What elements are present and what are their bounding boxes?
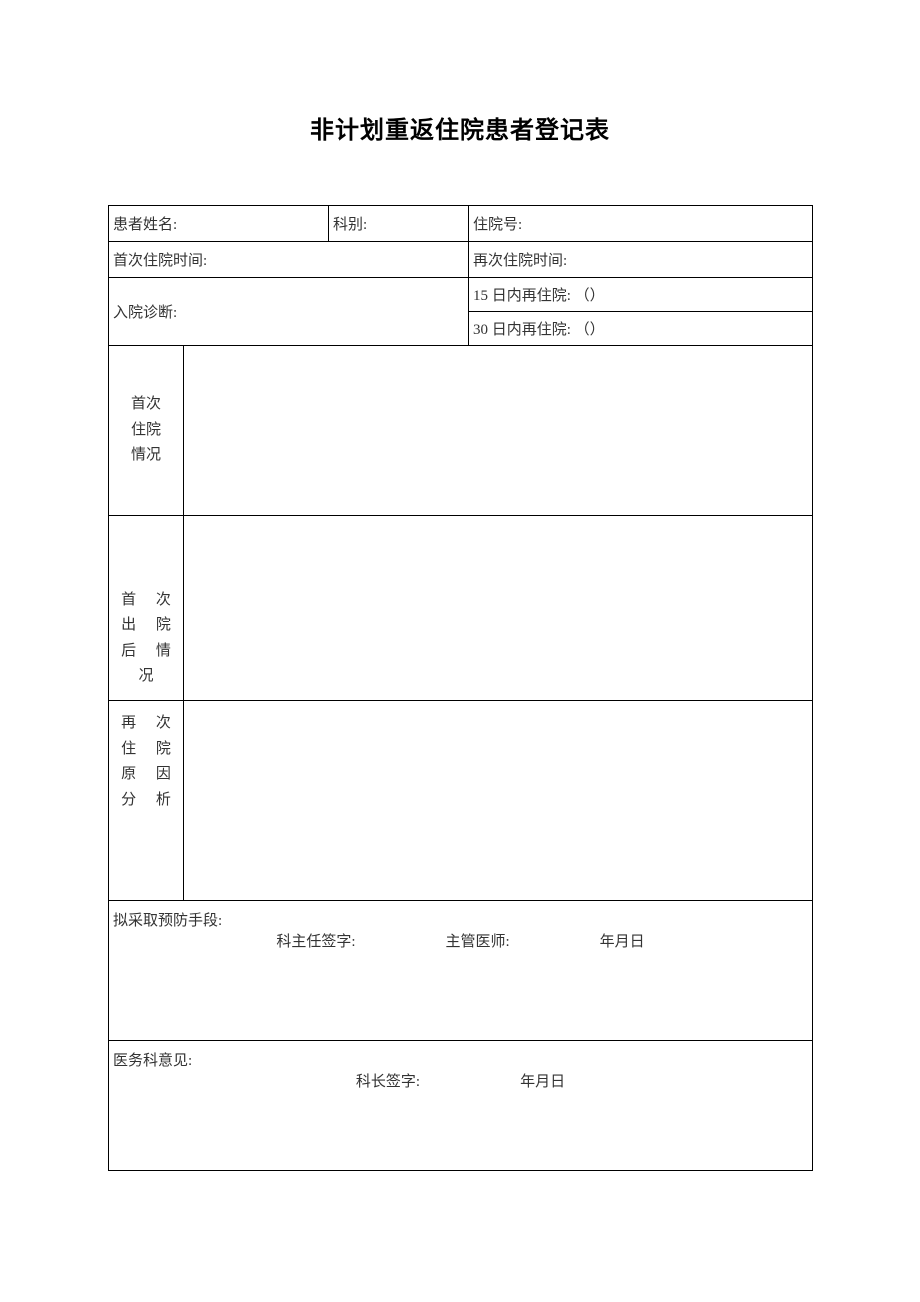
hospital-no-cell: 住院号: bbox=[469, 206, 813, 242]
date-label-1: 年月日 bbox=[600, 930, 645, 951]
section-chief-signature-label: 科长签字: bbox=[356, 1070, 420, 1091]
prevention-cell: 拟采取预防手段: 科主任签字: 主管医师: 年月日 bbox=[109, 901, 813, 1041]
page-title: 非计划重返住院患者登记表 bbox=[108, 110, 812, 145]
prevention-label: 拟采取预防手段: bbox=[113, 909, 808, 930]
reason-label: 再 次 住 院 原 因 分 析 bbox=[109, 701, 184, 901]
date-label-2: 年月日 bbox=[520, 1070, 565, 1091]
attending-doctor-label: 主管医师: bbox=[446, 930, 510, 951]
registration-table: 患者姓名: 科别: 住院号: 首次住院时间: 再次住院时间: 入院诊断: 15 … bbox=[108, 205, 813, 1171]
medical-opinion-label: 医务科意见: bbox=[113, 1049, 808, 1070]
readmit-15-cell: 15 日内再住院: （） bbox=[469, 278, 813, 312]
re-admission-time-cell: 再次住院时间: bbox=[469, 242, 813, 278]
department-cell: 科别: bbox=[329, 206, 469, 242]
first-admission-time-cell: 首次住院时间: bbox=[109, 242, 469, 278]
discharge-content bbox=[184, 516, 813, 701]
first-stay-label: 首次住院情况 bbox=[109, 346, 184, 516]
discharge-label: 首 次 出 院 后 情 况 bbox=[109, 516, 184, 701]
medical-opinion-cell: 医务科意见: 科长签字: 年月日 bbox=[109, 1041, 813, 1171]
diagnosis-cell: 入院诊断: bbox=[109, 278, 469, 346]
patient-name-cell: 患者姓名: bbox=[109, 206, 329, 242]
readmit-30-cell: 30 日内再住院: （） bbox=[469, 312, 813, 346]
first-stay-content bbox=[184, 346, 813, 516]
director-signature-label: 科主任签字: bbox=[276, 930, 355, 951]
reason-content bbox=[184, 701, 813, 901]
